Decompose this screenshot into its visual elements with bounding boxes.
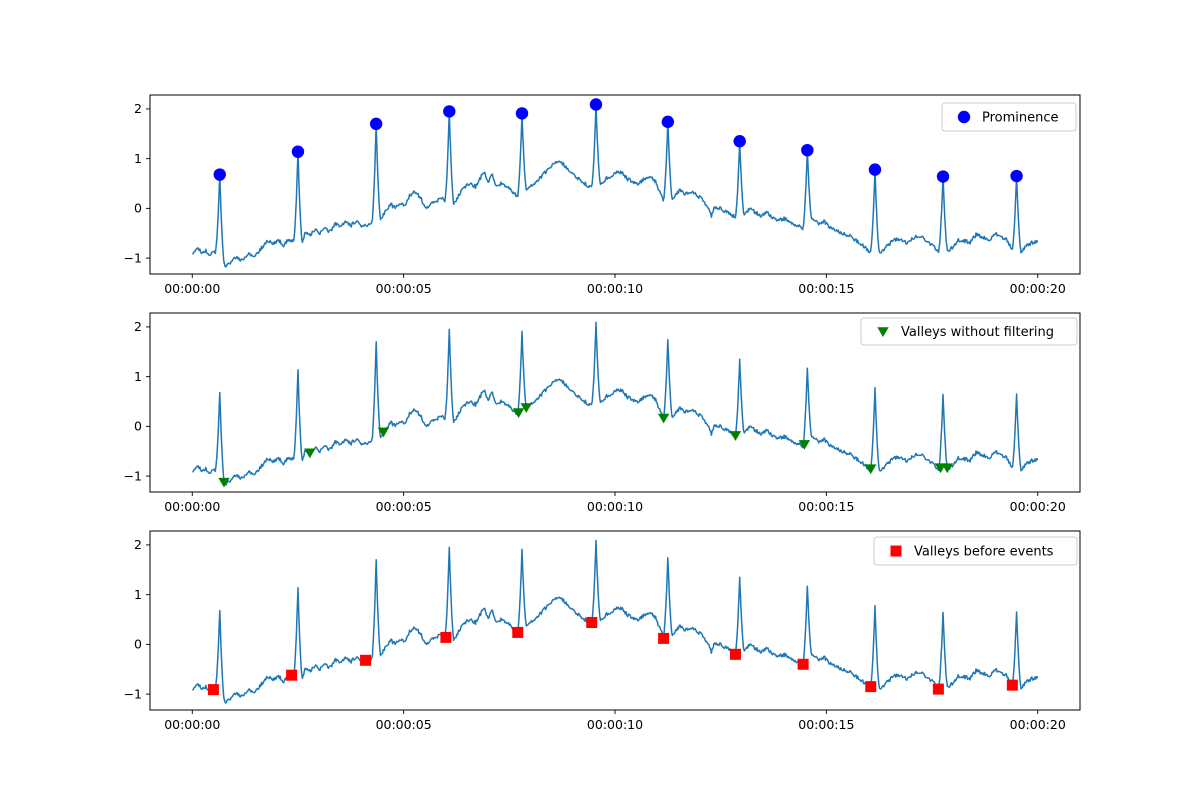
legend-label: Prominence [982, 111, 1059, 126]
valley-marker [586, 616, 598, 628]
legend-label: Valleys before events [914, 545, 1054, 560]
y-tick-label: 0 [134, 419, 142, 434]
signal-line [192, 539, 1039, 704]
y-tick-label: 0 [134, 201, 142, 216]
x-tick-label: 00:00:05 [376, 499, 432, 514]
valley-marker [797, 658, 809, 670]
valley-marker [798, 440, 811, 450]
valley-marker [658, 632, 670, 644]
valley-marker [207, 684, 219, 696]
valleys-before-events-markers [207, 616, 1018, 696]
peak-marker [733, 135, 746, 148]
peak-marker [1010, 169, 1023, 183]
peak-marker [291, 145, 305, 158]
axes-spines [149, 94, 1081, 275]
peak-marker [868, 163, 882, 176]
subplot-prominence: 00:00:00 00:00:05 00:00:10 00:00:15 00:00:20… [124, 94, 1081, 296]
legend-box [941, 102, 1077, 132]
legend-box [873, 536, 1078, 566]
x-tick-label: 00:00:00 [164, 281, 220, 296]
valley-marker [729, 648, 741, 660]
legend-label: Valleys without filtering [901, 325, 1054, 340]
axes-spines [149, 312, 1081, 493]
peak-marker [661, 115, 675, 129]
valley-marker [941, 463, 953, 474]
x-tick-label: 00:00:15 [798, 717, 854, 732]
x-tick-label: 00:00:05 [376, 717, 432, 732]
x-tick-label: 00:00:05 [376, 281, 432, 296]
peak-marker [936, 170, 950, 183]
axes-spines [149, 530, 1081, 711]
peak-marker [213, 168, 226, 181]
valleys-without-filtering-markers [218, 403, 953, 488]
valley-marker [286, 669, 298, 681]
valley-marker [657, 413, 670, 424]
valley-marker [1006, 679, 1018, 691]
y-tick-label: 1 [134, 587, 142, 602]
peak-marker [589, 98, 603, 111]
valley-marker [304, 448, 316, 459]
x-tick-label: 00:00:20 [1010, 717, 1066, 732]
legend-valleys-before-events: Valleys before events [873, 536, 1078, 566]
square-legend-icon [890, 545, 902, 557]
valley-marker [520, 403, 532, 413]
prominence-markers [213, 98, 1023, 183]
peak-marker [443, 105, 456, 118]
valley-marker [932, 683, 944, 695]
x-tick-label: 00:00:15 [798, 281, 854, 296]
y-tick-label: 2 [134, 101, 142, 116]
x-tick-label: 00:00:00 [164, 717, 220, 732]
valley-marker [218, 477, 230, 488]
y-tick-label: 2 [134, 537, 142, 552]
peak-marker [801, 143, 814, 157]
legend-valleys-without-filtering: Valleys without filtering [860, 317, 1078, 346]
x-tick-label: 00:00:20 [1010, 281, 1066, 296]
triangle-down-legend-icon [877, 327, 889, 337]
x-tick-label: 00:00:00 [164, 499, 220, 514]
y-tick-label: −1 [124, 686, 142, 701]
y-tick-label: 1 [134, 369, 142, 384]
x-tick-label: 00:00:10 [587, 499, 643, 514]
y-tick-label: 1 [134, 151, 142, 166]
valley-marker [512, 408, 525, 418]
peak-marker [369, 117, 383, 131]
x-tick-label: 00:00:15 [798, 499, 854, 514]
valley-marker [865, 464, 877, 475]
y-tick-label: 2 [134, 319, 142, 334]
peak-marker [515, 107, 529, 120]
subplot-valleys-before-events: 00:00:00 00:00:05 00:00:10 00:00:15 00:00:20… [124, 530, 1081, 732]
x-tick-label: 00:00:20 [1010, 499, 1066, 514]
legend-box [860, 317, 1078, 346]
x-tick-label: 00:00:10 [587, 281, 643, 296]
subplot-valleys-without-filtering: 00:00:00 00:00:05 00:00:10 00:00:15 00:00:20… [124, 312, 1081, 514]
x-tick-label: 00:00:10 [587, 717, 643, 732]
signal-line [192, 321, 1039, 486]
y-tick-label: −1 [124, 250, 142, 265]
valley-marker [729, 431, 742, 441]
y-tick-label: 0 [134, 637, 142, 652]
valley-marker [360, 654, 372, 666]
y-tick-label: −1 [124, 468, 142, 483]
valley-marker [865, 681, 877, 693]
legend-prominence: Prominence [941, 102, 1077, 132]
valley-marker [512, 626, 524, 638]
circle-legend-icon [957, 110, 971, 124]
valley-marker [440, 631, 452, 643]
signal-line [192, 103, 1039, 268]
valley-marker [377, 427, 390, 438]
